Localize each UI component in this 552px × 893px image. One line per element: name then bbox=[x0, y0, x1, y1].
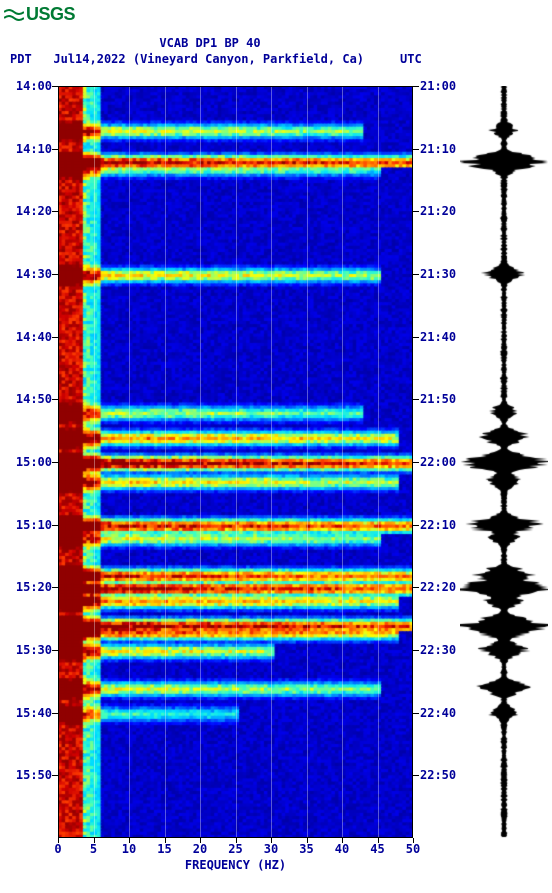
y-tick-right: 21:10 bbox=[420, 142, 456, 156]
x-tick: 10 bbox=[122, 842, 136, 856]
y-tick-right: 21:20 bbox=[420, 204, 456, 218]
y-tick-right: 21:50 bbox=[420, 392, 456, 406]
date-location: Jul14,2022 (Vineyard Canyon, Parkfield, … bbox=[53, 52, 364, 66]
spectrogram-plot bbox=[58, 86, 413, 838]
y-tick-left: 15:20 bbox=[16, 580, 52, 594]
x-tick: 35 bbox=[299, 842, 313, 856]
x-tick: 45 bbox=[370, 842, 384, 856]
y-tick-left: 14:00 bbox=[16, 79, 52, 93]
waveform-canvas bbox=[460, 86, 548, 838]
y-tick-right: 22:30 bbox=[420, 643, 456, 657]
logo-text: USGS bbox=[26, 4, 75, 25]
y-tick-left: 15:10 bbox=[16, 518, 52, 532]
y-tick-right: 22:40 bbox=[420, 706, 456, 720]
wave-icon bbox=[4, 6, 24, 24]
x-tick: 5 bbox=[90, 842, 97, 856]
left-tz-label: PDT bbox=[10, 52, 32, 66]
waveform-plot bbox=[460, 86, 548, 838]
y-tick-left: 15:40 bbox=[16, 706, 52, 720]
y-tick-left: 14:40 bbox=[16, 330, 52, 344]
chart-subtitle: PDT Jul14,2022 (Vineyard Canyon, Parkfie… bbox=[10, 52, 364, 66]
y-tick-right: 22:20 bbox=[420, 580, 456, 594]
x-tick: 40 bbox=[335, 842, 349, 856]
y-tick-left: 14:30 bbox=[16, 267, 52, 281]
y-tick-left: 14:50 bbox=[16, 392, 52, 406]
x-axis-label: FREQUENCY (HZ) bbox=[58, 858, 413, 872]
y-tick-right: 22:10 bbox=[420, 518, 456, 532]
y-tick-left: 14:10 bbox=[16, 142, 52, 156]
x-tick: 30 bbox=[264, 842, 278, 856]
y-tick-left: 15:50 bbox=[16, 768, 52, 782]
y-tick-left: 15:30 bbox=[16, 643, 52, 657]
y-tick-right: 22:50 bbox=[420, 768, 456, 782]
y-tick-right: 21:00 bbox=[420, 79, 456, 93]
x-tick: 50 bbox=[406, 842, 420, 856]
y-tick-right: 22:00 bbox=[420, 455, 456, 469]
x-tick: 25 bbox=[228, 842, 242, 856]
y-tick-right: 21:40 bbox=[420, 330, 456, 344]
right-tz-label: UTC bbox=[400, 52, 422, 66]
y-tick-right: 21:30 bbox=[420, 267, 456, 281]
y-tick-left: 14:20 bbox=[16, 204, 52, 218]
usgs-logo: USGS bbox=[4, 4, 75, 25]
x-tick: 0 bbox=[54, 842, 61, 856]
x-tick: 20 bbox=[193, 842, 207, 856]
y-tick-left: 15:00 bbox=[16, 455, 52, 469]
chart-title: VCAB DP1 BP 40 bbox=[0, 36, 420, 50]
x-tick: 15 bbox=[157, 842, 171, 856]
